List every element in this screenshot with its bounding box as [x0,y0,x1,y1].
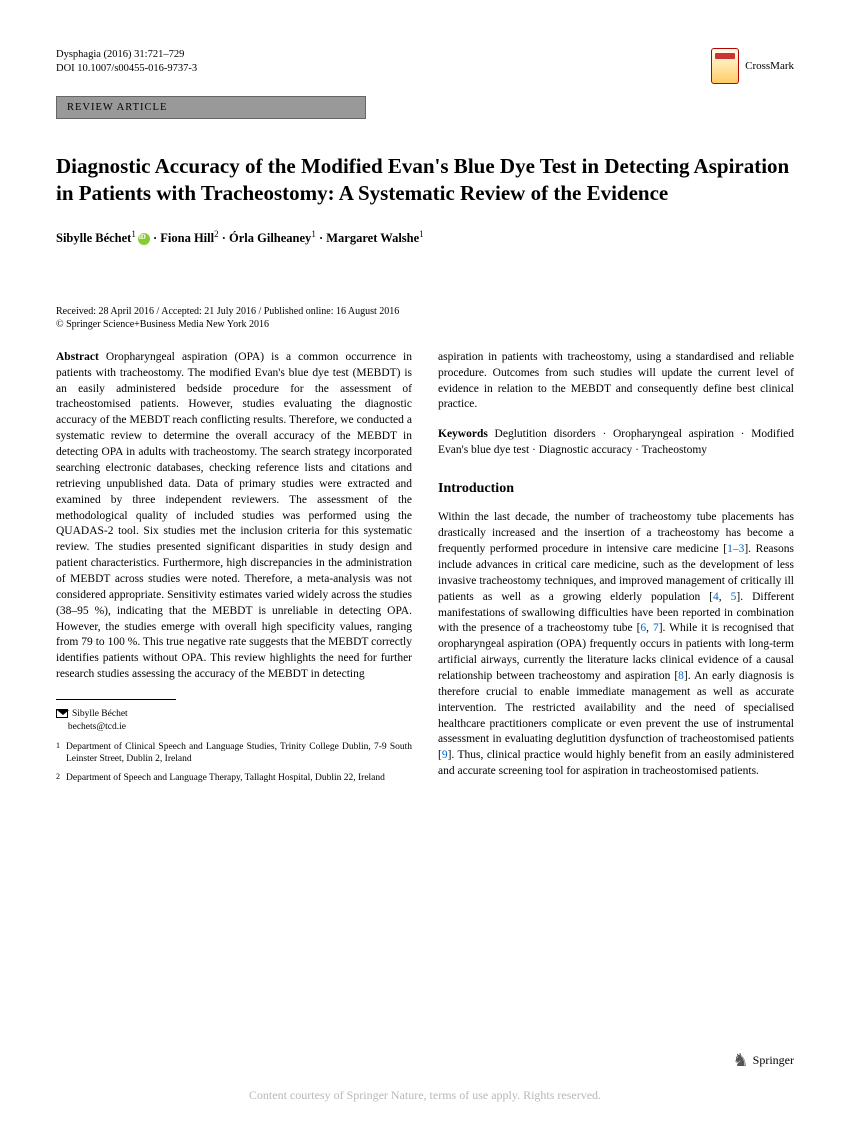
left-column: Abstract Oropharyngeal aspiration (OPA) … [56,350,412,785]
article-title: Diagnostic Accuracy of the Modified Evan… [56,153,794,207]
author-name: Sibylle Béchet [56,231,131,245]
introduction-heading: Introduction [438,479,794,498]
author-name: Órla Gilheaney [229,231,311,245]
citation-link[interactable]: 1–3 [727,543,744,555]
abstract-label: Abstract [56,351,99,363]
keywords-label: Keywords [438,428,488,440]
keywords-text: Deglutition disorders · Oropharyngeal as… [438,428,794,456]
journal-info: Dysphagia (2016) 31:721–729 DOI 10.1007/… [56,48,197,75]
affiliation-1: 1Department of Clinical Speech and Langu… [56,741,412,767]
copyright-line: © Springer Science+Business Media New Yo… [56,319,794,330]
corr-email: bechets@tcd.ie [68,722,126,732]
crossmark-badge[interactable]: CrossMark [711,48,794,84]
footnote-rule [56,699,176,700]
springer-horse-icon: ♞ [733,1050,749,1071]
publisher-name: Springer [753,1053,794,1068]
abstract-continuation: aspiration in patients with tracheostomy… [438,350,794,413]
envelope-icon [56,709,68,718]
keywords-paragraph: Keywords Deglutition disorders · Orophar… [438,427,794,459]
header-row: Dysphagia (2016) 31:721–729 DOI 10.1007/… [56,48,794,84]
corr-name: Sibylle Béchet [72,709,128,719]
publisher-logo: ♞ Springer [733,1050,794,1071]
orcid-icon[interactable] [138,233,150,245]
watermark-text: Content courtesy of Springer Nature, ter… [0,1088,850,1103]
publication-dates: Received: 28 April 2016 / Accepted: 21 J… [56,306,794,317]
body-columns: Abstract Oropharyngeal aspiration (OPA) … [56,350,794,785]
crossmark-icon [711,48,739,84]
abstract-paragraph: Abstract Oropharyngeal aspiration (OPA) … [56,350,412,683]
journal-citation: Dysphagia (2016) 31:721–729 [56,48,197,62]
right-column: aspiration in patients with tracheostomy… [438,350,794,785]
crossmark-label: CrossMark [745,60,794,72]
author-name: Margaret Walshe [326,231,419,245]
author-list: Sibylle Béchet1 · Fiona Hill2 · Órla Gil… [56,229,794,246]
introduction-paragraph: Within the last decade, the number of tr… [438,510,794,780]
abstract-text: Oropharyngeal aspiration (OPA) is a comm… [56,351,412,680]
author-name: Fiona Hill [160,231,214,245]
affiliation-2: 2Department of Speech and Language Thera… [56,772,412,785]
doi-line: DOI 10.1007/s00455-016-9737-3 [56,62,197,76]
article-type-bar: REVIEW ARTICLE [56,96,366,119]
corresponding-author: Sibylle Béchet bechets@tcd.ie [56,708,412,735]
